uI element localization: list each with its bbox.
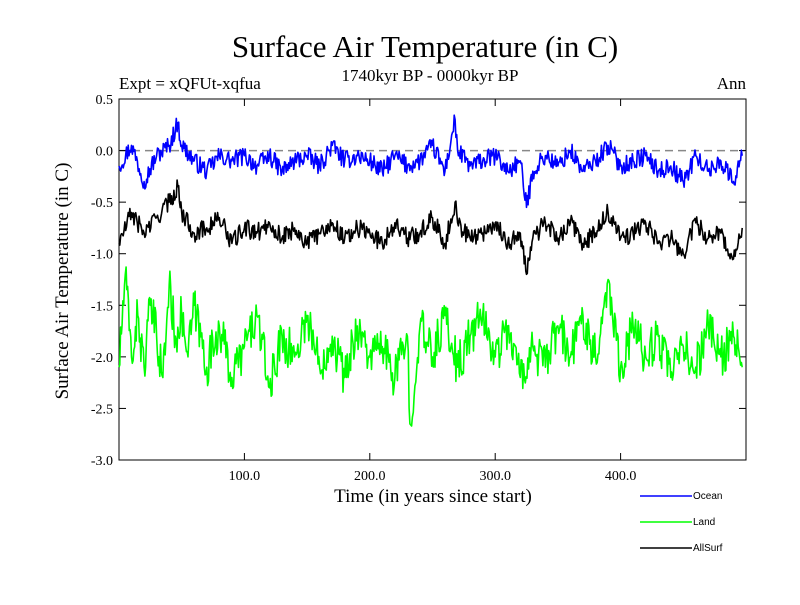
series-line-ocean [118,114,743,209]
y-tick-label: -2.5 [91,402,113,417]
chart-title: Surface Air Temperature (in C) [232,29,618,64]
y-tick-label: -3.0 [91,454,113,469]
series-line-allsurf [118,179,743,276]
x-tick-label: 300.0 [479,469,511,484]
x-tick-label: 100.0 [229,469,261,484]
series-line-land [118,266,743,427]
x-tick-label: 200.0 [354,469,386,484]
legend-label-ocean: Ocean [693,491,722,502]
y-tick-label: 0.5 [96,93,114,108]
y-tick-label: 0.0 [96,145,114,160]
y-tick-label: -0.5 [91,196,113,211]
y-tick-label: -2.0 [91,351,113,366]
x-axis-label: Time (in years since start) [334,486,532,507]
plot-frame [118,98,747,461]
x-tick-label: 400.0 [605,469,637,484]
y-tick-label: -1.0 [91,248,113,263]
y-axis-label: Surface Air Temperature (in C) [52,163,73,400]
expt-label: Expt = xQFUt-xqfua [119,74,261,93]
legend-label-allsurf: AllSurf [693,543,723,554]
legend-label-land: Land [693,517,715,528]
season-label: Ann [717,74,747,93]
y-tick-label: -1.5 [91,299,113,314]
chart-subtitle: 1740kyr BP - 0000kyr BP [342,66,519,85]
